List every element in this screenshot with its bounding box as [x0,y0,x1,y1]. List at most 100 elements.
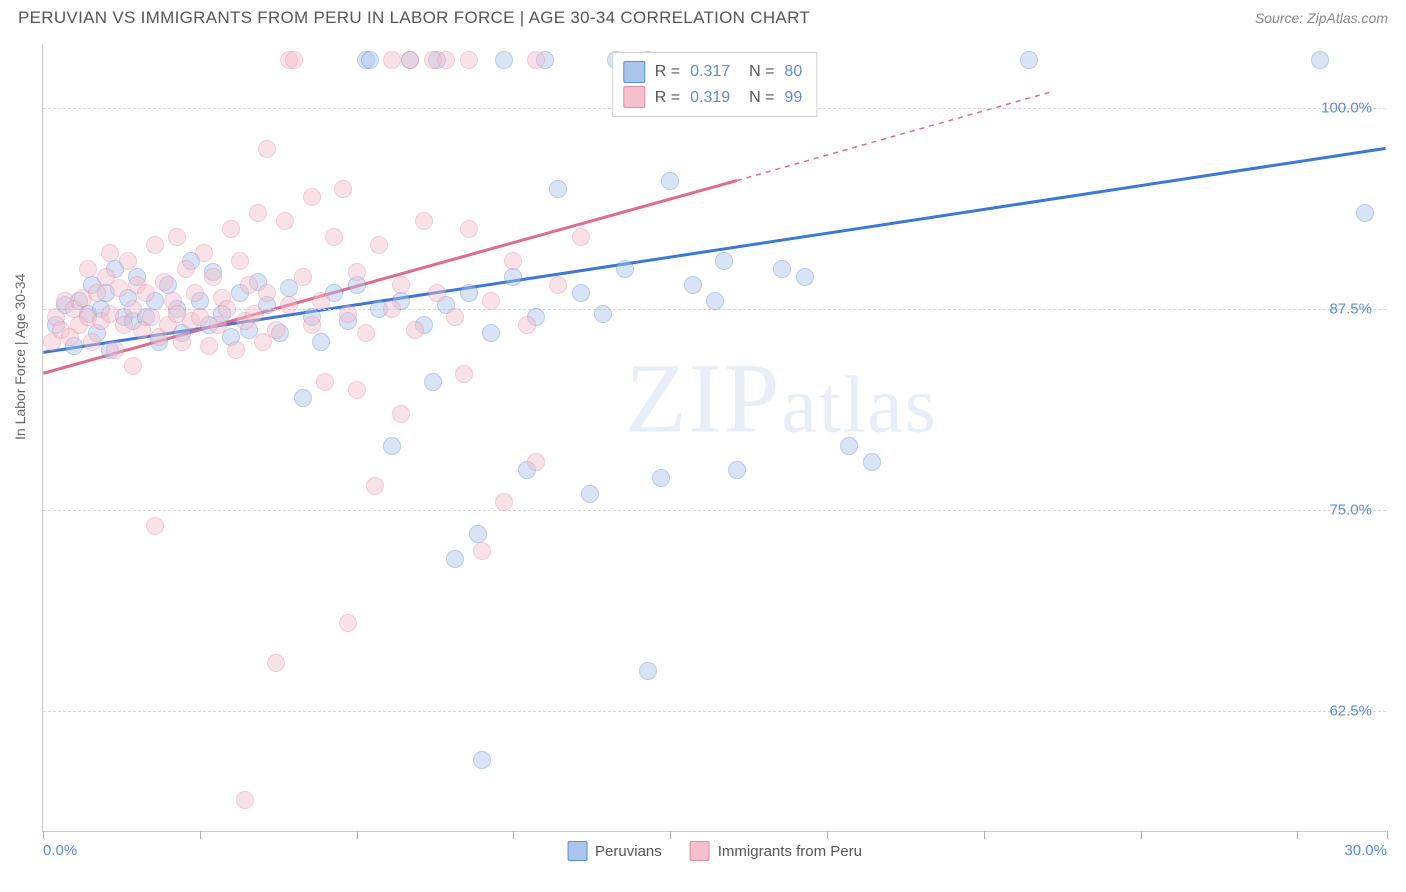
correlation-legend: R = 0.317 N = 80 R = 0.319 N = 99 [612,52,817,117]
legend-swatch [567,841,587,861]
data-point [142,308,160,326]
data-point [177,260,195,278]
data-point [294,268,312,286]
data-point [267,321,285,339]
data-point [684,276,702,294]
series-legend: Peruvians Immigrants from Peru [567,841,862,861]
data-point [370,236,388,254]
data-point [168,228,186,246]
data-point [348,381,366,399]
correlation-row: R = 0.319 N = 99 [623,85,802,111]
data-point [572,284,590,302]
data-point [840,437,858,455]
data-point [616,260,634,278]
data-point [258,140,276,158]
data-point [639,662,657,680]
data-point [392,405,410,423]
data-point [312,333,330,351]
data-point [1020,51,1038,69]
data-point [218,300,236,318]
y-tick-label: 100.0% [1321,100,1372,117]
data-point [495,51,513,69]
data-point [236,791,254,809]
data-point [366,477,384,495]
y-axis-label: In Labor Force | Age 30-34 [12,274,28,440]
x-tick-label: 0.0% [43,842,77,859]
n-label: N = [740,59,774,85]
legend-item: Peruvians [567,841,662,861]
data-point [549,180,567,198]
data-point [455,365,473,383]
data-point [594,305,612,323]
data-point [303,316,321,334]
data-point [428,284,446,302]
legend-swatch [690,841,710,861]
data-point [276,212,294,230]
data-point [204,268,222,286]
data-point [137,284,155,302]
data-point [424,373,442,391]
data-point [482,324,500,342]
data-point [124,300,142,318]
data-point [124,357,142,375]
legend-swatch [623,86,645,108]
data-point [110,279,128,297]
data-point [796,268,814,286]
data-point [383,51,401,69]
data-point [339,305,357,323]
data-point [101,244,119,262]
data-point [231,252,249,270]
data-point [303,188,321,206]
legend-item: Immigrants from Peru [690,841,862,861]
data-point [549,276,567,294]
data-point [191,308,209,326]
data-point [661,172,679,190]
data-point [473,751,491,769]
data-point [294,389,312,407]
data-point [383,300,401,318]
r-value: 0.319 [690,85,730,111]
data-point [572,228,590,246]
n-value: 80 [784,59,802,85]
data-point [504,268,522,286]
data-point [240,276,258,294]
r-value: 0.317 [690,59,730,85]
y-tick-label: 75.0% [1329,502,1372,519]
data-point [88,284,106,302]
data-point [186,284,204,302]
legend-swatch [623,61,645,83]
data-point [863,453,881,471]
data-point [115,316,133,334]
source-attribution: Source: ZipAtlas.com [1255,10,1388,26]
correlation-row: R = 0.317 N = 80 [623,59,802,85]
r-label: R = [655,85,680,111]
data-point [316,373,334,391]
data-point [437,51,455,69]
legend-label: Peruvians [595,843,662,860]
data-point [1356,204,1374,222]
x-tick-label: 30.0% [1344,842,1387,859]
data-point [361,51,379,69]
data-point [155,273,173,291]
data-point [173,333,191,351]
data-point [357,324,375,342]
trend-lines [43,44,1386,831]
data-point [200,337,218,355]
data-point [728,461,746,479]
data-point [446,308,464,326]
header: PERUVIAN VS IMMIGRANTS FROM PERU IN LABO… [0,0,1406,32]
data-point [312,292,330,310]
chart-area: ZIPatlas R = 0.317 N = 80 R = 0.319 N = … [42,44,1386,832]
data-point [383,437,401,455]
data-point [473,542,491,560]
data-point [227,341,245,359]
chart-title: PERUVIAN VS IMMIGRANTS FROM PERU IN LABO… [18,8,810,28]
watermark: ZIPatlas [625,341,938,456]
data-point [415,212,433,230]
data-point [209,316,227,334]
legend-label: Immigrants from Peru [718,843,862,860]
data-point [504,252,522,270]
data-point [83,333,101,351]
y-tick-label: 87.5% [1329,301,1372,318]
data-point [146,517,164,535]
